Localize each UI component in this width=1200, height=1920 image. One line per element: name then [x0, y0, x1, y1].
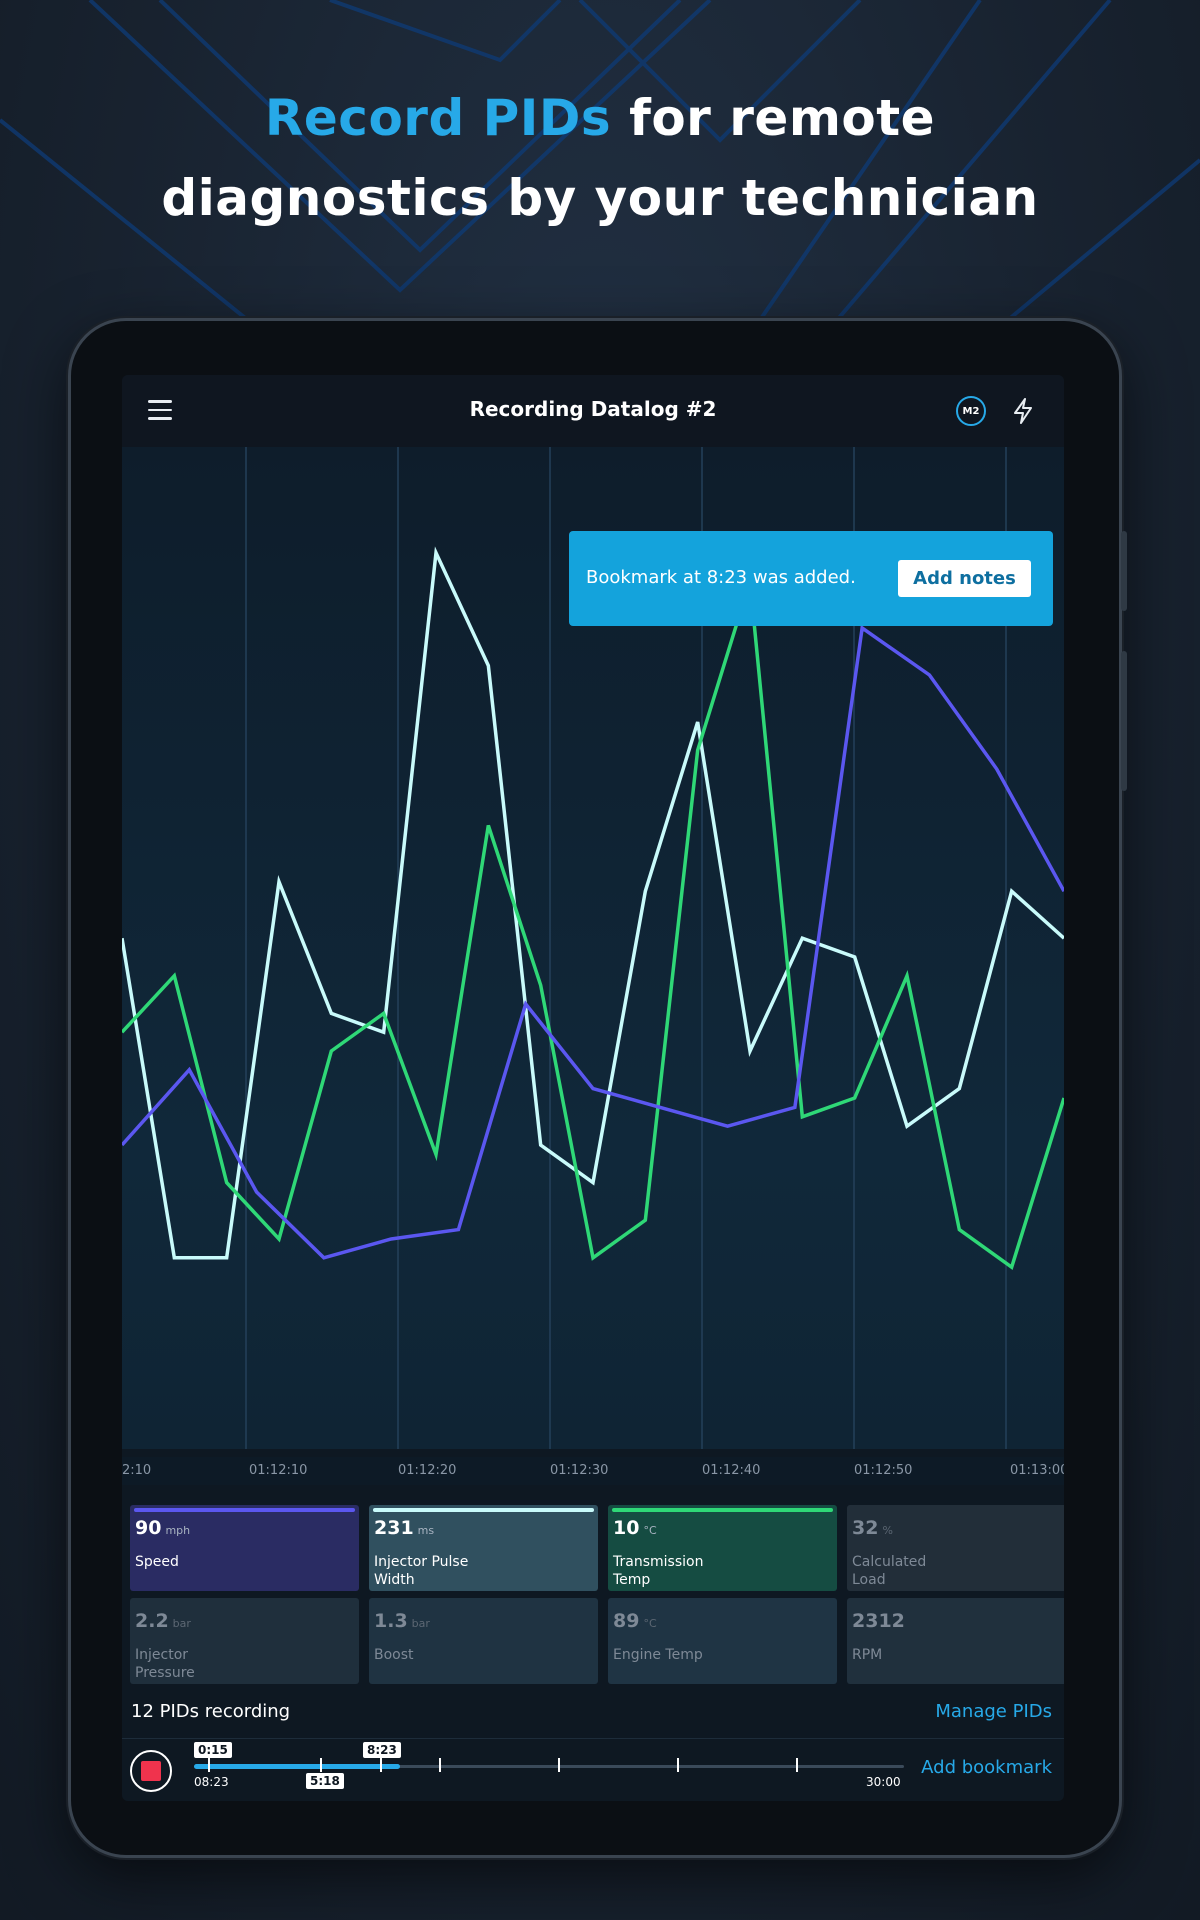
- pid-color-bar: [134, 1508, 355, 1512]
- lightning-bolt-icon[interactable]: [1010, 397, 1036, 425]
- x-axis: 2:10 01:12:10 01:12:20 01:12:30 01:12:40…: [122, 1457, 1064, 1485]
- series-line-speed: [122, 624, 1064, 1260]
- pid-value: 90 mph: [135, 1517, 191, 1539]
- pid-name: Injector Pulse Width: [374, 1554, 469, 1588]
- app-bar: Recording Datalog #2 M2: [122, 375, 1064, 447]
- tablet-power-button: [1121, 651, 1127, 791]
- series-line-transmission-temp: [122, 580, 1064, 1271]
- pid-color-bar: [612, 1508, 833, 1512]
- x-tick-label: 01:12:50: [854, 1463, 913, 1478]
- pid-name: RPM: [852, 1647, 883, 1663]
- bookmark-marker[interactable]: [320, 1758, 322, 1772]
- line-chart[interactable]: Bookmark at 8:23 was added. Add notes: [122, 447, 1064, 1449]
- headline-line1: for remote: [611, 89, 936, 147]
- pid-footer: 12 PIDs recording Manage PIDs: [122, 1693, 1064, 1733]
- pid-name: Engine Temp: [613, 1647, 703, 1663]
- recording-timeline: 0:15 5:18 8:23 08:23 30:00 Add bookmark: [122, 1738, 1064, 1801]
- hamburger-icon[interactable]: [148, 400, 172, 420]
- x-tick-label: 01:13:00: [1010, 1463, 1064, 1478]
- pid-name: Injector Pressure: [135, 1647, 195, 1681]
- x-tick-label: 01:12:10: [249, 1463, 308, 1478]
- current-time: 08:23: [194, 1775, 229, 1789]
- stop-record-button[interactable]: [130, 1750, 172, 1792]
- x-tick-label: 2:10: [122, 1463, 152, 1478]
- pid-card-speed[interactable]: 90 mph Speed: [130, 1505, 359, 1591]
- pid-count-label: 12 PIDs recording: [131, 1701, 291, 1722]
- pid-value: 10 °C: [613, 1517, 657, 1539]
- manage-pids-link[interactable]: Manage PIDs: [935, 1701, 1052, 1722]
- bookmark-tag[interactable]: 0:15: [194, 1742, 232, 1758]
- pid-value: 89 °C: [613, 1610, 657, 1632]
- headline-line2: diagnostics by your technician: [161, 169, 1039, 227]
- timeline-tick: [439, 1758, 441, 1772]
- headline-accent: Record PIDs: [264, 89, 612, 147]
- pid-grid: 90 mph Speed 231 ms Injector Pulse Width 1…: [130, 1505, 1064, 1684]
- bookmark-tag[interactable]: 5:18: [306, 1773, 344, 1789]
- pid-name: Calculated Load: [852, 1554, 927, 1588]
- pid-card-calculated-load[interactable]: 32% Calculated Load: [847, 1505, 1064, 1591]
- timeline-tick: [558, 1758, 560, 1772]
- bookmark-toast: Bookmark at 8:23 was added. Add notes: [569, 531, 1053, 626]
- pid-value: 32%: [852, 1517, 893, 1539]
- pid-card-transmission-temp[interactable]: 10 °C Transmission Temp: [608, 1505, 837, 1591]
- add-notes-button[interactable]: Add notes: [898, 560, 1031, 597]
- pid-value: 2.2 bar: [135, 1610, 191, 1632]
- pid-card-engine-temp[interactable]: 89 °C Engine Temp: [608, 1598, 837, 1684]
- bookmark-marker[interactable]: [208, 1758, 210, 1772]
- pid-card-injector-pressure[interactable]: 2.2 bar Injector Pressure: [130, 1598, 359, 1684]
- pid-value: 231 ms: [374, 1517, 435, 1539]
- pid-name: Transmission Temp: [613, 1554, 704, 1588]
- pid-card-rpm[interactable]: 2312 RPM: [847, 1598, 1064, 1684]
- bookmark-marker[interactable]: [380, 1758, 382, 1772]
- x-tick-label: 01:12:30: [550, 1463, 609, 1478]
- pid-value: 1.3 bar: [374, 1610, 430, 1632]
- x-tick-label: 01:12:40: [702, 1463, 761, 1478]
- timeline-tick: [677, 1758, 679, 1772]
- pid-color-bar: [373, 1508, 594, 1512]
- device-badge[interactable]: M2: [956, 396, 986, 426]
- total-time: 30:00: [866, 1775, 901, 1789]
- chart-svg: [122, 447, 1064, 1449]
- timeline-tick: [796, 1758, 798, 1772]
- pid-card-boost[interactable]: 1.3 bar Boost: [369, 1598, 598, 1684]
- bookmark-tag[interactable]: 8:23: [363, 1742, 401, 1758]
- stop-record-icon: [141, 1761, 161, 1781]
- pid-name: Boost: [374, 1647, 414, 1663]
- timeline-progress: [194, 1764, 400, 1769]
- app-screen: Recording Datalog #2 M2 Bookmark at 8:23…: [122, 375, 1064, 1801]
- x-tick-label: 01:12:20: [398, 1463, 457, 1478]
- headline: Record PIDs for remote diagnostics by yo…: [0, 78, 1200, 238]
- toast-message: Bookmark at 8:23 was added.: [586, 567, 856, 588]
- pid-name: Speed: [135, 1554, 179, 1570]
- timeline-track[interactable]: [194, 1758, 904, 1772]
- tablet-volume-button: [1121, 531, 1127, 611]
- pid-card-injector-pulse-width[interactable]: 231 ms Injector Pulse Width: [369, 1505, 598, 1591]
- pid-value: 2312: [852, 1610, 905, 1632]
- page-title: Recording Datalog #2: [469, 397, 717, 421]
- series-line-injector-pulse-width: [122, 546, 1064, 1260]
- add-bookmark-button[interactable]: Add bookmark: [921, 1757, 1052, 1778]
